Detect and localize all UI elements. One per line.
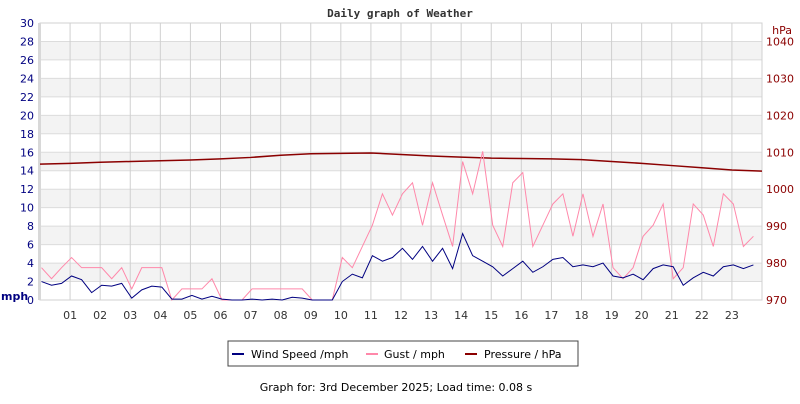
x-tick-label: 04	[153, 309, 167, 322]
x-tick-label: 23	[725, 309, 739, 322]
x-tick-label: 16	[514, 309, 528, 322]
y2-tick-label: 1000	[766, 183, 794, 196]
y-tick-label: 16	[20, 146, 34, 159]
right-axis-label: hPa	[772, 24, 792, 37]
chart-title: Daily graph of Weather	[327, 7, 473, 20]
x-tick-label: 07	[244, 309, 258, 322]
left-axis-bar	[38, 23, 41, 300]
y-tick-label: 26	[20, 54, 34, 67]
y2-tick-label: 970	[766, 294, 787, 307]
x-tick-label: 01	[63, 309, 77, 322]
legend-wind-label: Wind Speed /mph	[251, 348, 349, 361]
x-tick-label: 12	[394, 309, 408, 322]
legend-box	[227, 340, 579, 367]
x-tick-label: 08	[274, 309, 288, 322]
y-tick-label: 28	[20, 35, 34, 48]
right-axis-ticks: 970 980 990 1000 1010 1020 1030 1040	[766, 35, 794, 307]
series-line-pressure	[39, 152, 763, 172]
y-tick-label: 2	[27, 276, 34, 289]
y-tick-label: 10	[20, 202, 34, 215]
left-axis-label: mph	[1, 290, 28, 303]
y2-tick-label: 1030	[766, 72, 794, 85]
y2-tick-label: 990	[766, 220, 787, 233]
x-tick-label: 15	[484, 309, 498, 322]
x-tick-label: 05	[183, 309, 197, 322]
y-tick-label: 18	[20, 128, 34, 141]
x-tick-label: 22	[695, 309, 709, 322]
x-tick-label: 19	[605, 309, 619, 322]
x-tick-label: 17	[544, 309, 558, 322]
y2-tick-label: 1040	[766, 35, 794, 48]
y2-tick-label: 1010	[766, 146, 794, 159]
legend-gust-label: Gust / mph	[384, 348, 445, 361]
legend-pressure-label: Pressure / hPa	[484, 348, 562, 361]
x-tick-label: 21	[665, 309, 679, 322]
y2-tick-label: 980	[766, 257, 787, 270]
x-tick-label: 14	[454, 309, 468, 322]
x-tick-label: 09	[304, 309, 318, 322]
series-lines	[39, 151, 763, 301]
footer-text: Graph for: 3rd December 2025; Load time:…	[260, 381, 533, 394]
series-line-gust	[41, 151, 754, 301]
y-tick-label: 8	[27, 220, 34, 233]
y-tick-label: 4	[27, 257, 34, 270]
x-tick-label: 13	[424, 309, 438, 322]
y-tick-label: 14	[20, 165, 34, 178]
y-tick-label: 0	[27, 294, 34, 307]
y-tick-label: 6	[27, 239, 34, 252]
y2-tick-label: 1020	[766, 109, 794, 122]
y-tick-label: 24	[20, 72, 34, 85]
x-tick-label: 11	[364, 309, 378, 322]
y-tick-label: 12	[20, 183, 34, 196]
x-axis-ticks: 01 02 03 04 05 06 07 08 09 10 11 12 13 14 15 16 17 18 19 20…	[63, 309, 739, 322]
y-tick-label: 30	[20, 17, 34, 30]
x-tick-label: 03	[123, 309, 137, 322]
y-tick-label: 22	[20, 91, 34, 104]
x-tick-label: 18	[575, 309, 589, 322]
x-tick-label: 10	[334, 309, 348, 322]
x-tick-label: 06	[214, 309, 228, 322]
legend: Wind Speed /mph Gust / mph Pressure / hP…	[227, 340, 579, 367]
x-tick-label: 02	[93, 309, 107, 322]
series-line-wind-speed	[41, 232, 754, 301]
x-tick-label: 20	[635, 309, 649, 322]
y-tick-label: 20	[20, 109, 34, 122]
